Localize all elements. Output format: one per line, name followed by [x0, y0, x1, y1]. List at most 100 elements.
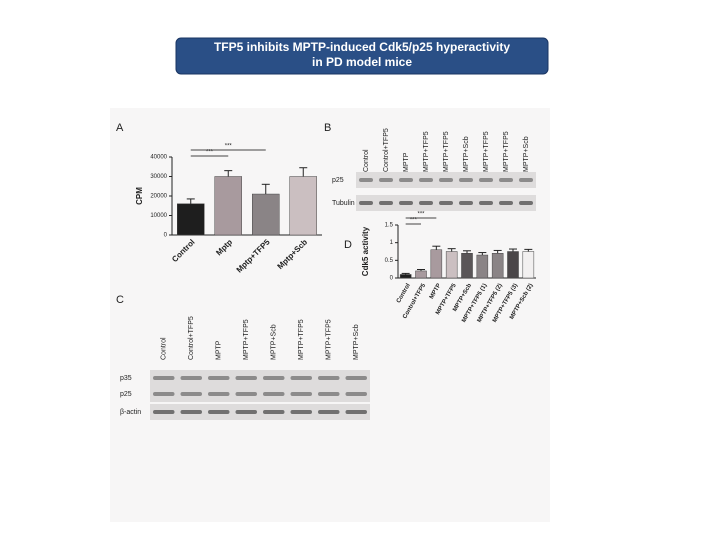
title-box: [175, 37, 549, 75]
panel-label: C: [116, 294, 124, 306]
y-axis-label: CPM: [135, 187, 144, 205]
band: [379, 178, 393, 182]
band: [153, 376, 175, 380]
band: [499, 201, 513, 205]
band: [153, 392, 175, 396]
band: [263, 392, 285, 396]
lane-label: MPTP+Scb: [271, 324, 278, 360]
row-label: β-actin: [120, 409, 141, 416]
lane-label: MPTP+TFP5: [443, 131, 450, 172]
bar: [399, 274, 412, 279]
band: [208, 392, 230, 396]
band: [519, 201, 533, 205]
bar: [214, 176, 242, 236]
band: [318, 376, 340, 380]
bar: [430, 249, 443, 279]
lane-label: MPTP+Scb: [353, 324, 360, 360]
band: [479, 201, 493, 205]
band: [318, 392, 340, 396]
lane-label: Control+TFP5: [188, 316, 195, 360]
annotation: ***: [410, 218, 418, 224]
band: [359, 178, 373, 182]
band: [180, 410, 202, 414]
band: [379, 201, 393, 205]
blot-strip: [150, 404, 370, 420]
lane-label: MPTP+Scb: [523, 136, 530, 172]
lane-label: Control: [161, 337, 168, 360]
band: [459, 178, 473, 182]
band: [345, 392, 367, 396]
band: [318, 410, 340, 414]
band: [180, 392, 202, 396]
bar: [445, 251, 458, 279]
y-tick-label: 0: [164, 233, 168, 239]
lane-label: MPTP: [216, 340, 223, 360]
band: [499, 178, 513, 182]
band: [180, 376, 202, 380]
band: [208, 410, 230, 414]
band: [290, 392, 312, 396]
lane-label: Control+TFP5: [383, 128, 390, 172]
y-tick-label: 40000: [150, 155, 167, 161]
row-label: p25: [120, 391, 132, 398]
band: [399, 201, 413, 205]
bar: [491, 253, 504, 279]
bar: [289, 176, 317, 236]
title-line: in PD model mice: [312, 55, 412, 69]
panel-label: D: [344, 239, 352, 251]
band: [419, 201, 433, 205]
band: [399, 178, 413, 182]
y-tick-label: 0: [390, 276, 394, 282]
lane-label: MPTP+TFP5: [503, 131, 510, 172]
panel-label: B: [324, 122, 331, 134]
bar: [476, 254, 489, 279]
annotation: ***: [225, 144, 233, 150]
lane-label: MPTP+TFP5: [243, 319, 250, 360]
band: [479, 178, 493, 182]
blot-strip: [150, 370, 370, 386]
bar: [507, 251, 519, 279]
y-tick-label: 30000: [150, 174, 167, 180]
annotation: ***: [206, 150, 214, 156]
title-line: TFP5 inhibits MPTP-induced Cdk5/p25 hype…: [214, 40, 510, 54]
lane-label: MPTP+TFP5: [298, 319, 305, 360]
bar: [252, 193, 280, 236]
lane-label: Control: [363, 149, 370, 172]
row-label: p25: [332, 177, 344, 184]
band: [290, 376, 312, 380]
y-tick-label: 0.5: [385, 258, 394, 264]
y-tick-label: 20000: [150, 194, 167, 200]
panel-label: A: [116, 122, 124, 134]
row-label: Tubulin: [332, 200, 355, 207]
band: [263, 410, 285, 414]
row-label: p35: [120, 375, 132, 382]
bar: [461, 253, 473, 279]
bar: [177, 203, 205, 236]
y-tick-label: 10000: [150, 213, 167, 219]
lane-label: MPTP+TFP5: [326, 319, 333, 360]
band: [439, 178, 453, 182]
band: [235, 376, 257, 380]
band: [235, 410, 257, 414]
band: [263, 376, 285, 380]
band: [235, 392, 257, 396]
bar: [522, 251, 535, 279]
lane-label: MPTP+TFP5: [483, 131, 490, 172]
band: [439, 201, 453, 205]
y-tick-label: 1: [390, 240, 394, 246]
band: [459, 201, 473, 205]
bar: [415, 270, 427, 279]
band: [419, 178, 433, 182]
band: [153, 410, 175, 414]
annotation: ***: [417, 212, 425, 218]
lane-label: MPTP+TFP5: [423, 131, 430, 172]
band: [359, 201, 373, 205]
lane-label: MPTP: [403, 152, 410, 172]
blot-strip: [150, 386, 370, 402]
y-axis-label: Cdk5 activity: [361, 226, 370, 276]
band: [208, 376, 230, 380]
band: [345, 376, 367, 380]
band: [345, 410, 367, 414]
